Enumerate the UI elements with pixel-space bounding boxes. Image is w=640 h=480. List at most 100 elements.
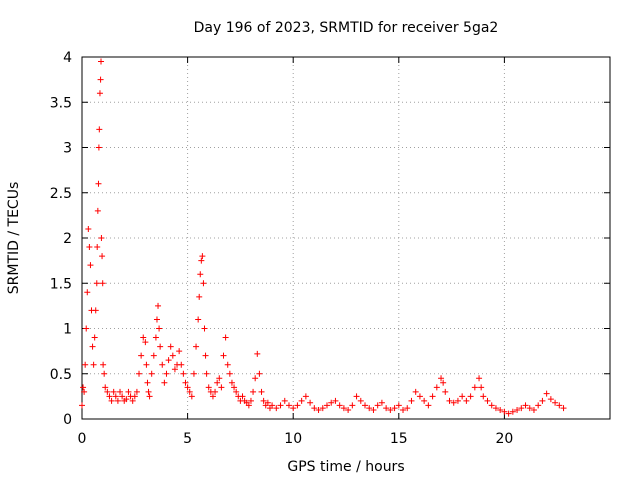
data-point — [196, 293, 203, 300]
data-point — [148, 370, 155, 377]
data-point — [440, 379, 447, 386]
data-point — [450, 399, 457, 406]
data-point — [110, 388, 117, 395]
data-point — [438, 375, 445, 382]
data-point — [96, 90, 103, 97]
y-tick-label: 2.5 — [50, 186, 72, 202]
y-tick-label: 4 — [63, 50, 72, 66]
y-tick-label: 1 — [63, 322, 72, 338]
data-point — [80, 384, 87, 391]
data-point — [269, 402, 276, 409]
data-point — [201, 325, 208, 332]
data-point — [212, 388, 219, 395]
data-point — [429, 393, 436, 400]
data-point — [260, 397, 267, 404]
data-point — [226, 370, 233, 377]
data-point — [220, 352, 227, 359]
data-point — [123, 396, 130, 403]
data-point — [156, 325, 163, 332]
data-point — [108, 397, 115, 404]
data-point — [182, 379, 189, 386]
data-point — [357, 397, 364, 404]
data-point — [81, 388, 88, 395]
data-point — [530, 406, 537, 413]
x-axis: 0 5 10 15 20 — [78, 57, 513, 447]
y-axis-label: SRMTID / TECUs — [6, 182, 22, 295]
data-point — [138, 352, 145, 359]
data-point — [492, 405, 499, 412]
data-point — [209, 393, 216, 400]
data-point — [233, 388, 240, 395]
x-tick-label: 20 — [495, 431, 513, 447]
data-point — [298, 397, 305, 404]
data-point — [190, 370, 197, 377]
data-point — [100, 361, 107, 368]
data-point — [478, 384, 485, 391]
data-point — [467, 393, 474, 400]
data-point — [98, 235, 105, 241]
y-tick-label: 3 — [63, 141, 72, 157]
data-point — [408, 397, 415, 404]
data-point — [169, 352, 176, 359]
data-point — [463, 397, 470, 404]
x-tick-label: 15 — [390, 431, 408, 447]
data-point — [205, 384, 212, 391]
data-point — [90, 361, 97, 368]
y-tick-label: 3.5 — [50, 95, 72, 111]
data-point — [400, 406, 407, 413]
data-point — [245, 402, 252, 409]
data-point — [186, 388, 193, 395]
data-point — [98, 58, 105, 65]
data-point — [157, 343, 164, 350]
data-point — [94, 207, 101, 214]
data-point — [552, 399, 559, 406]
data-point — [273, 405, 280, 412]
data-point — [239, 393, 246, 400]
data-point — [145, 388, 152, 395]
data-point — [332, 397, 339, 404]
chart-title: Day 196 of 2023, SRMTID for receiver 5ga… — [194, 20, 499, 36]
data-point — [95, 180, 102, 187]
data-point — [476, 375, 483, 382]
data-point — [83, 325, 90, 332]
data-point — [416, 393, 423, 400]
data-point — [294, 402, 301, 409]
data-point — [93, 280, 100, 287]
data-point — [349, 402, 356, 409]
x-axis-label: GPS time / hours — [287, 459, 404, 475]
data-point — [133, 388, 140, 395]
data-point — [547, 396, 554, 403]
data-point — [228, 379, 235, 386]
data-point — [442, 388, 449, 395]
data-point — [200, 280, 207, 287]
data-point — [370, 406, 377, 413]
data-point — [117, 388, 124, 395]
data-point — [222, 334, 229, 341]
data-point — [404, 405, 411, 412]
data-point — [161, 379, 168, 386]
data-point — [95, 144, 102, 151]
data-point — [425, 402, 432, 409]
data-point — [302, 393, 309, 400]
data-point — [136, 370, 143, 377]
data-point — [155, 302, 162, 309]
data-point — [188, 393, 195, 400]
data-point — [256, 370, 263, 377]
data-point — [131, 393, 138, 400]
data-point — [96, 126, 103, 133]
data-point — [203, 370, 210, 377]
data-point — [106, 393, 113, 400]
data-point — [387, 406, 394, 413]
data-point — [497, 406, 504, 413]
data-point — [258, 388, 265, 395]
x-tick-label: 0 — [78, 431, 87, 447]
data-point — [112, 393, 119, 400]
data-point — [353, 393, 360, 400]
data-point — [91, 334, 98, 341]
data-point — [89, 343, 96, 350]
data-point — [79, 402, 85, 409]
data-point — [250, 388, 257, 395]
data-point — [277, 402, 284, 409]
data-point — [167, 343, 174, 350]
